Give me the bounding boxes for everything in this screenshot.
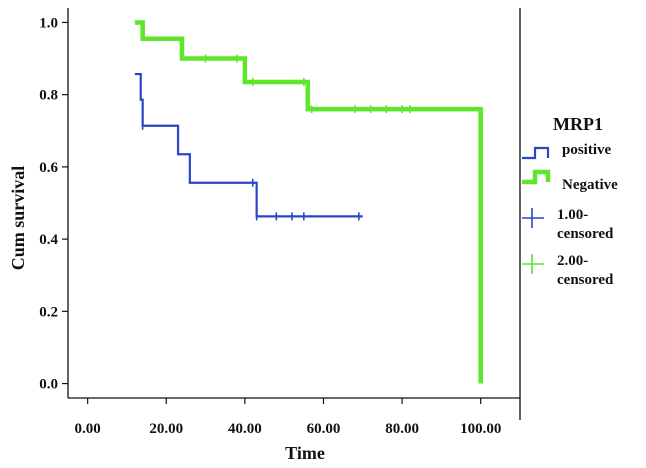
- x-tick-label: 80.00: [385, 421, 419, 437]
- legend-label-positive: positive: [562, 142, 612, 158]
- x-tick-label: 40.00: [228, 421, 262, 437]
- survival-curve-positive: [134, 72, 363, 218]
- ticks: 0.0 0.2 0.4 0.6 0.8 1.0 0.00 20.00 40.00 60.00 80.…: [39, 15, 501, 437]
- axes: [67, 8, 521, 420]
- x-tick-label: 100.00: [460, 421, 501, 437]
- legend-censored-label-line1: 2.00-: [557, 253, 588, 269]
- x-tick-label: 20.00: [149, 421, 183, 437]
- survival-curve-negative: [134, 20, 483, 384]
- series-layer: [134, 20, 483, 384]
- legend-swatch-negative: [522, 169, 551, 185]
- legend-censored-label-line2: censored: [557, 226, 614, 242]
- y-tick-label: 0.2: [39, 304, 58, 320]
- x-tick-label: 60.00: [307, 421, 341, 437]
- x-axis-title: Time: [285, 443, 325, 463]
- y-axis-title: Cum survival: [8, 166, 28, 271]
- y-tick-label: 0.4: [39, 232, 58, 248]
- legend-censored-label-line2: censored: [557, 272, 614, 288]
- y-tick-label: 1.0: [39, 15, 58, 31]
- legend: MRP1 positive Negative 1.00- censored 2.00- c…: [522, 114, 618, 288]
- legend-censored-label-line1: 1.00-: [557, 207, 588, 223]
- y-tick-label: 0.0: [39, 377, 58, 393]
- legend-title: MRP1: [553, 114, 603, 134]
- legend-label-negative: Negative: [562, 177, 618, 193]
- legend-swatch-positive: [522, 146, 550, 160]
- x-tick-label: 0.00: [75, 421, 101, 437]
- y-tick-label: 0.8: [39, 88, 58, 104]
- y-tick-label: 0.6: [39, 160, 58, 176]
